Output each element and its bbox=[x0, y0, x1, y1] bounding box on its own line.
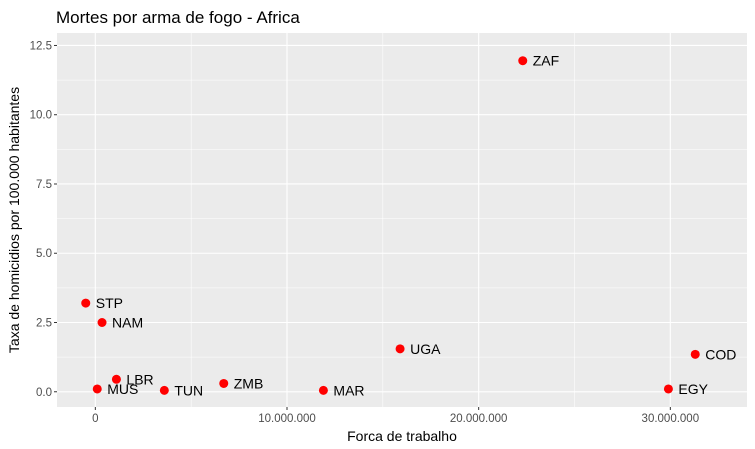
x-tick-label: 10.000.000 bbox=[258, 413, 316, 425]
y-tick-label: 2.5 bbox=[36, 318, 52, 330]
y-tick-label: 0.0 bbox=[36, 387, 52, 399]
point-label-mar: MAR bbox=[333, 382, 364, 398]
x-tick-label: 0 bbox=[92, 413, 98, 425]
data-point-lbr bbox=[111, 374, 121, 384]
minor-gridlines bbox=[57, 33, 747, 407]
data-points bbox=[81, 56, 700, 395]
major-gridlines bbox=[57, 33, 747, 407]
point-label-zaf: ZAF bbox=[533, 53, 559, 69]
point-label-lbr: LBR bbox=[126, 371, 153, 387]
y-tick-label: 7.5 bbox=[36, 179, 52, 191]
point-label-nam: NAM bbox=[112, 315, 143, 331]
y-axis-title: Taxa de homicidios por 100.000 habitante… bbox=[6, 87, 22, 353]
point-label-stp: STP bbox=[96, 295, 123, 311]
data-point-zmb bbox=[219, 378, 229, 388]
data-point-cod bbox=[690, 349, 700, 359]
data-point-mus bbox=[92, 384, 102, 394]
data-point-tun bbox=[159, 385, 169, 395]
data-point-stp bbox=[81, 298, 91, 308]
y-tick-label: 12.5 bbox=[30, 40, 52, 52]
x-tick-label: 30.000.000 bbox=[642, 413, 700, 425]
point-label-cod: COD bbox=[705, 346, 736, 362]
plot-panel bbox=[57, 33, 747, 407]
point-label-uga: UGA bbox=[410, 341, 441, 357]
point-label-zmb: ZMB bbox=[234, 375, 264, 391]
x-tick-label: 20.000.000 bbox=[450, 413, 508, 425]
point-label-mus: MUS bbox=[107, 381, 138, 397]
x-axis-title: Forca de trabalho bbox=[347, 428, 457, 444]
y-tick-label: 5.0 bbox=[36, 248, 52, 260]
y-axis: 0.0 2.5 5.0 7.5 10.0 12.5 bbox=[30, 40, 57, 399]
point-label-tun: TUN bbox=[174, 382, 203, 398]
chart-title: Mortes por arma de fogo - Africa bbox=[56, 8, 300, 27]
data-point-mar bbox=[318, 385, 328, 395]
data-point-nam bbox=[97, 318, 107, 328]
data-point-zaf bbox=[518, 56, 528, 66]
x-axis: 0 10.000.000 20.000.000 30.000.000 bbox=[92, 407, 699, 425]
data-point-egy bbox=[663, 384, 673, 394]
point-label-egy: EGY bbox=[678, 381, 708, 397]
data-point-uga bbox=[395, 344, 405, 354]
y-tick-label: 10.0 bbox=[30, 110, 52, 122]
